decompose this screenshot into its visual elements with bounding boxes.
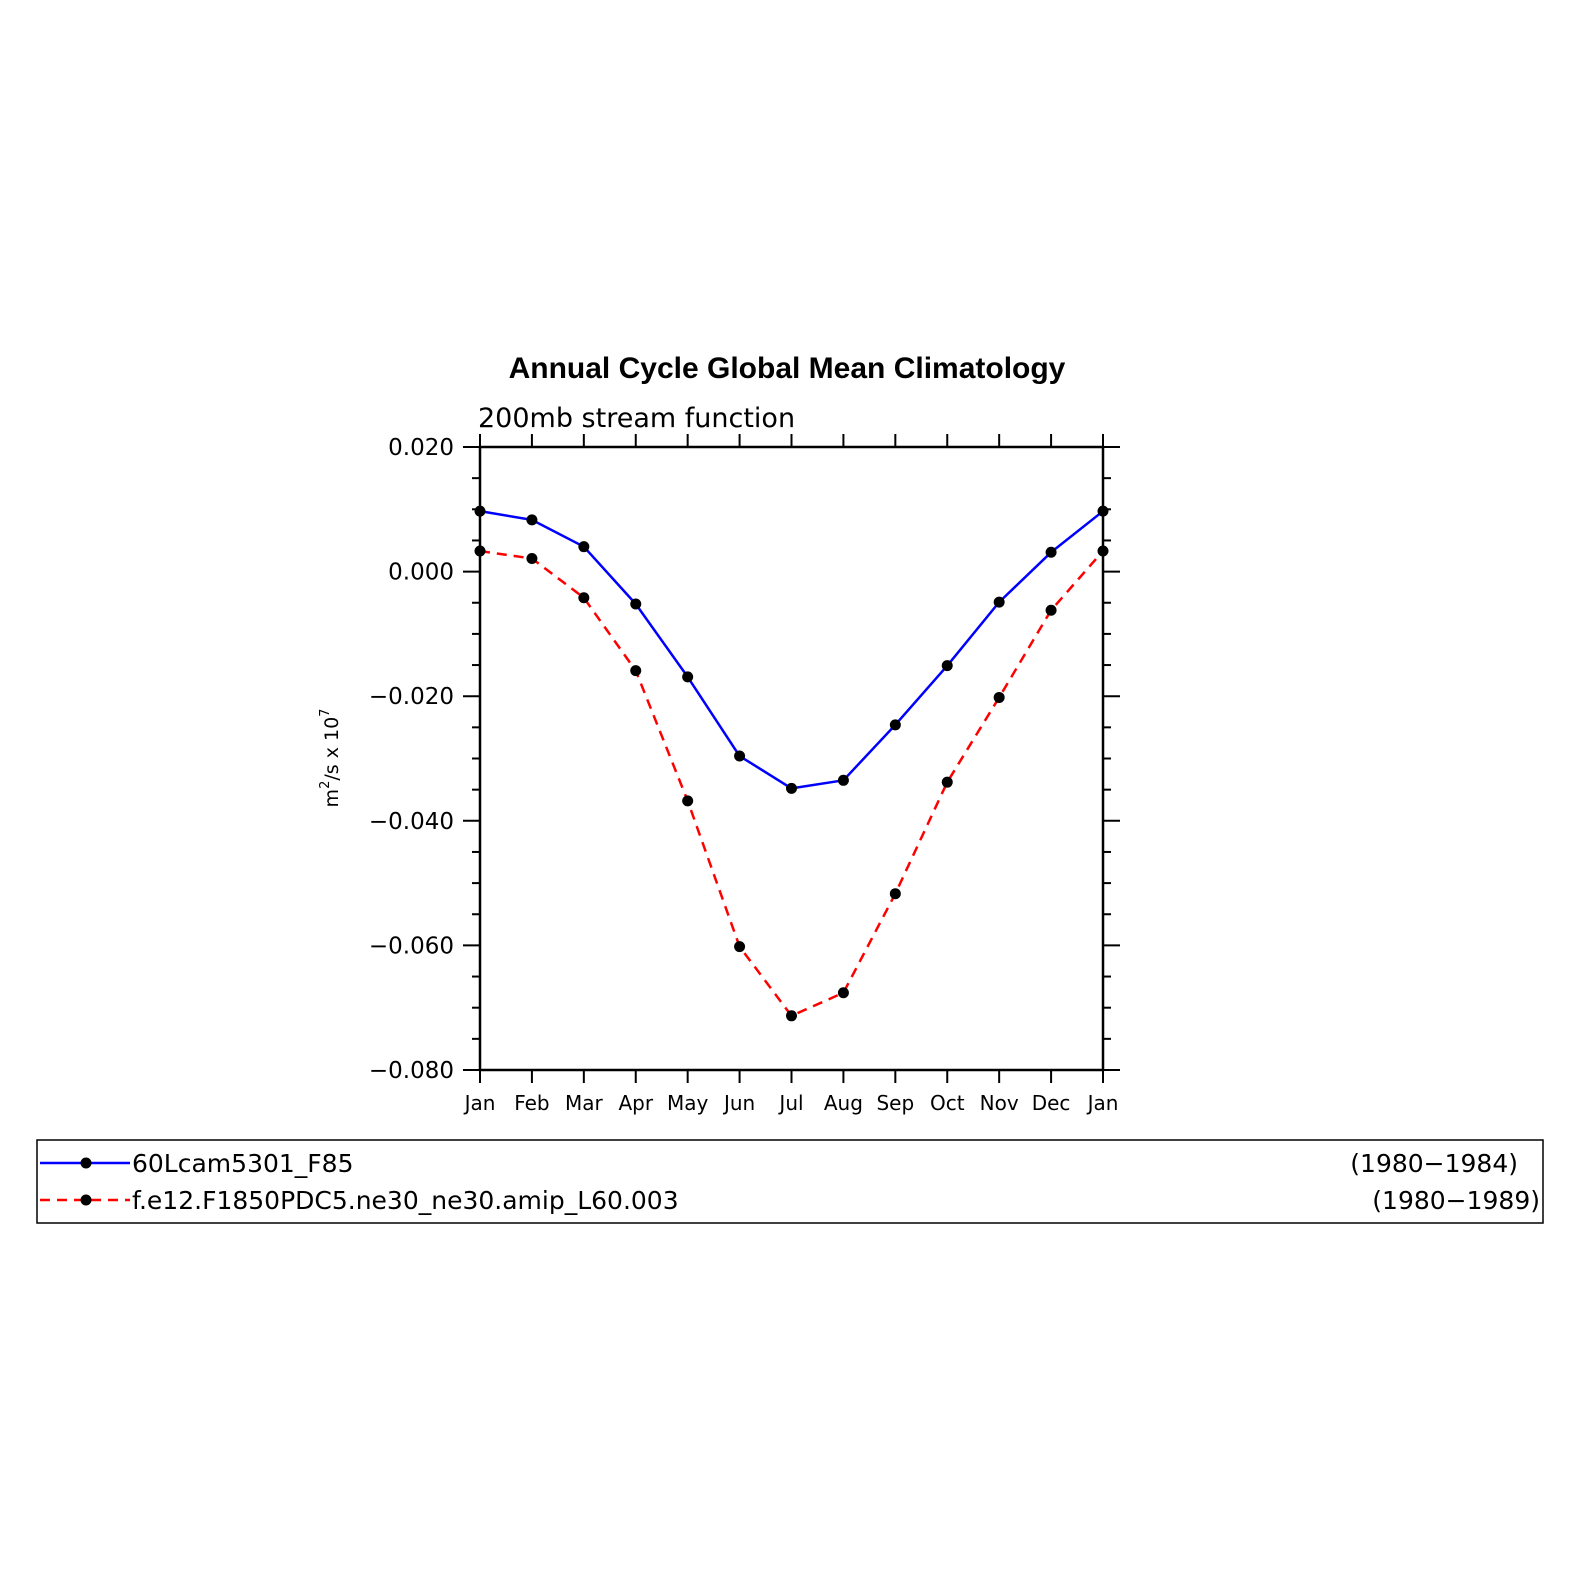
series-lines bbox=[479, 509, 1104, 1018]
data-point-series-2 bbox=[630, 665, 642, 677]
legend-period-series-1: (1980−1984) bbox=[1350, 1149, 1518, 1178]
data-point-series-1 bbox=[1045, 546, 1057, 558]
data-point-series-1 bbox=[682, 671, 694, 683]
data-point-series-2 bbox=[889, 888, 901, 900]
legend-box bbox=[36, 1139, 1544, 1224]
data-point-series-2 bbox=[1045, 604, 1057, 616]
data-point-series-1 bbox=[526, 514, 538, 526]
y-axis-label: m2/s x 107 bbox=[318, 709, 343, 808]
y-tick-label: −0.060 bbox=[369, 933, 454, 959]
x-tick-label: May bbox=[667, 1091, 709, 1115]
plot-axes bbox=[463, 434, 1120, 1083]
x-tick-label: Jul bbox=[777, 1091, 803, 1115]
data-point-series-2 bbox=[578, 592, 590, 604]
x-tick-label: Mar bbox=[565, 1091, 604, 1115]
series-points bbox=[474, 505, 1109, 1022]
data-point-series-1 bbox=[889, 719, 901, 731]
y-tick-label: −0.020 bbox=[369, 684, 454, 710]
data-point-series-1 bbox=[941, 660, 953, 672]
data-point-series-2 bbox=[734, 941, 746, 953]
data-point-series-2 bbox=[1097, 545, 1109, 557]
data-point-series-1 bbox=[993, 596, 1005, 608]
y-tick-label: 0.020 bbox=[388, 435, 454, 461]
legend-marker-series-2 bbox=[80, 1194, 92, 1206]
data-point-series-1 bbox=[837, 774, 849, 786]
y-tick-label: 0.000 bbox=[388, 560, 454, 586]
data-point-series-2 bbox=[786, 1010, 797, 1022]
x-tick-label: Jan bbox=[463, 1091, 496, 1115]
chart-subtitle: 200mb stream function bbox=[478, 403, 795, 434]
data-point-series-1 bbox=[630, 598, 642, 610]
data-point-series-1 bbox=[1097, 505, 1109, 517]
x-tick-label: Dec bbox=[1032, 1091, 1071, 1115]
x-tick-label: Jan bbox=[1086, 1091, 1119, 1115]
data-point-series-2 bbox=[837, 987, 849, 999]
y-tick-label: −0.080 bbox=[369, 1058, 454, 1084]
legend-label-series-1: 60Lcam5301_F85 bbox=[132, 1149, 353, 1178]
x-tick-label: Aug bbox=[824, 1091, 863, 1115]
data-point-series-2 bbox=[526, 553, 538, 565]
series-line-1 bbox=[479, 509, 1104, 790]
x-tick-label: Oct bbox=[930, 1091, 965, 1115]
x-tick-label: Nov bbox=[980, 1091, 1019, 1115]
data-point-series-2 bbox=[474, 545, 486, 557]
data-point-series-1 bbox=[474, 505, 486, 517]
x-tick-labels: Jan Feb Mar Apr May Jun Jul Aug Sep Oct Nov Dec Jan bbox=[463, 1091, 1119, 1115]
legend: 60Lcam5301_F85 (1980−1984) f.e12.F1850PD… bbox=[36, 1139, 1544, 1224]
legend-marker-series-1 bbox=[80, 1157, 92, 1169]
data-point-series-2 bbox=[941, 776, 953, 788]
legend-label-series-2: f.e12.F1850PDC5.ne30_ne30.amip_L60.003 bbox=[132, 1186, 679, 1215]
y-tick-labels: 0.020 0.000 −0.020 −0.040 −0.060 −0.080 bbox=[369, 435, 454, 1084]
data-point-series-1 bbox=[734, 750, 746, 762]
data-point-series-1 bbox=[786, 782, 797, 794]
data-point-series-2 bbox=[993, 691, 1005, 703]
x-tick-label: Sep bbox=[876, 1091, 914, 1115]
data-point-series-1 bbox=[578, 541, 590, 553]
x-tick-label: Feb bbox=[514, 1091, 549, 1115]
legend-period-series-2: (1980−1989) bbox=[1372, 1186, 1540, 1215]
y-tick-label: −0.040 bbox=[369, 809, 454, 835]
chart-title: Annual Cycle Global Mean Climatology bbox=[509, 352, 1066, 385]
data-point-series-2 bbox=[682, 795, 694, 807]
x-tick-label: Apr bbox=[618, 1091, 653, 1115]
x-tick-label: Jun bbox=[722, 1091, 755, 1115]
